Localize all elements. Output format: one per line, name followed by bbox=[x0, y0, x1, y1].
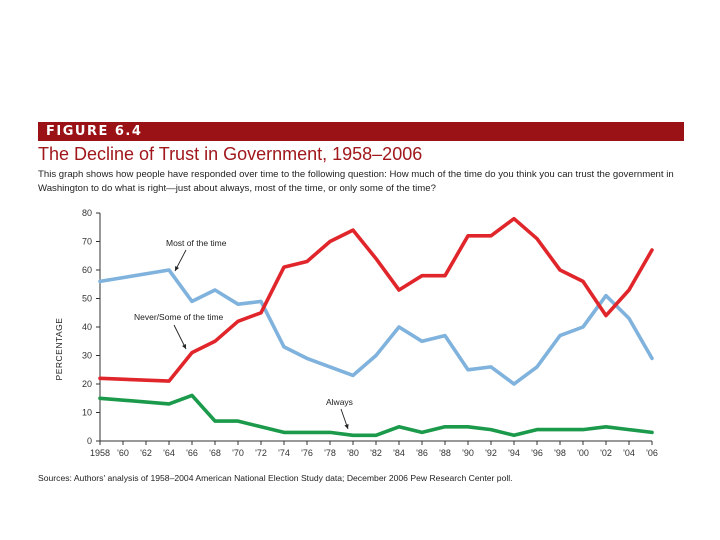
x-tick-label: '78 bbox=[324, 448, 336, 458]
x-tick-label: '02 bbox=[600, 448, 612, 458]
x-tick-label: '80 bbox=[347, 448, 359, 458]
x-tick-label: '88 bbox=[439, 448, 451, 458]
y-tick-label: 40 bbox=[82, 322, 92, 332]
series-line-0 bbox=[98, 268, 654, 386]
x-tick-label: '94 bbox=[508, 448, 520, 458]
x-tick-label: '00 bbox=[577, 448, 589, 458]
annotation-most-arrow-head bbox=[175, 266, 180, 271]
y-tick-label: 60 bbox=[82, 265, 92, 275]
y-tick-label: 30 bbox=[82, 351, 92, 361]
x-tick-label: '98 bbox=[554, 448, 566, 458]
x-tick-label: 1958 bbox=[90, 448, 110, 458]
x-tick-label: '70 bbox=[232, 448, 244, 458]
x-tick-label: '74 bbox=[278, 448, 290, 458]
series-line-2 bbox=[98, 393, 654, 438]
figure-description: This graph shows how people have respond… bbox=[38, 169, 674, 194]
x-tick-label: '06 bbox=[646, 448, 658, 458]
x-tick-label: '90 bbox=[462, 448, 474, 458]
y-tick-label: 70 bbox=[82, 237, 92, 247]
annotation-always-arrow-head bbox=[344, 424, 349, 429]
figure-title: The Decline of Trust in Government, 1958… bbox=[38, 144, 423, 164]
x-tick-label: '76 bbox=[301, 448, 313, 458]
annotation-most-of-the-time: Most of the time bbox=[166, 238, 227, 248]
x-tick-label: '66 bbox=[186, 448, 198, 458]
x-tick-label: '84 bbox=[393, 448, 405, 458]
x-tick-label: '68 bbox=[209, 448, 221, 458]
figure-label: FIGURE 6.4 bbox=[46, 124, 143, 139]
y-tick-label: 80 bbox=[82, 208, 92, 218]
x-tick-label: '82 bbox=[370, 448, 382, 458]
y-tick-label: 0 bbox=[87, 436, 92, 446]
figure-banner: FIGURE 6.4 bbox=[38, 122, 684, 141]
figure-source: Sources: Authors' analysis of 1958–2004 … bbox=[38, 473, 513, 483]
annotation-always: Always bbox=[326, 397, 353, 407]
x-tick-label: '60 bbox=[117, 448, 129, 458]
x-tick-label: '64 bbox=[163, 448, 175, 458]
series-line-1 bbox=[98, 216, 654, 383]
y-axis-label: PERCENTAGE bbox=[54, 318, 64, 381]
x-tick-label: '86 bbox=[416, 448, 428, 458]
x-tick-label: '96 bbox=[531, 448, 543, 458]
y-tick-label: 20 bbox=[82, 379, 92, 389]
annotation-never-some: Never/Some of the time bbox=[134, 312, 224, 322]
annotation-never-arrow-head bbox=[182, 344, 186, 349]
y-tick-label: 10 bbox=[82, 408, 92, 418]
x-tick-label: '72 bbox=[255, 448, 267, 458]
y-tick-label: 50 bbox=[82, 294, 92, 304]
x-tick-label: '04 bbox=[623, 448, 635, 458]
x-tick-label: '92 bbox=[485, 448, 497, 458]
x-tick-label: '62 bbox=[140, 448, 152, 458]
